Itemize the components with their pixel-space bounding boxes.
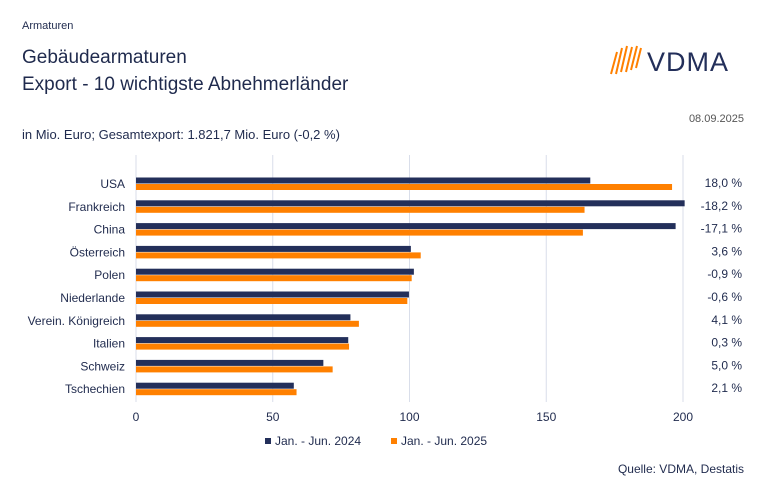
bar-2025 [136,366,333,373]
category-label: China [94,223,126,237]
x-tick-label: 100 [399,410,419,424]
category-label: Verein. Königreich [28,314,125,328]
category-label: USA [100,177,125,191]
chart-subtitle-title: Export - 10 wichtigste Abnehmerländer [22,74,349,95]
bar-2024 [136,177,591,184]
change-label: -0,6 % [707,290,742,304]
bar-2025 [136,206,585,213]
legend-label: Jan. - Jun. 2025 [401,434,487,448]
bar-2025 [136,298,408,304]
bar-2025 [136,252,421,259]
bar-2025 [136,343,350,350]
bar-2025 [136,275,412,282]
bar-2024 [136,337,349,344]
change-label: -17,1 % [701,222,743,236]
category-label: Schweiz [80,359,125,373]
bar-2025 [136,320,359,327]
source-label: Quelle: VDMA, Destatis [617,462,744,476]
legend-marker [265,438,271,444]
bar-2024 [136,223,676,230]
bar-2024 [136,359,324,366]
legend-marker [391,438,397,444]
legend-label: Jan. - Jun. 2024 [275,434,361,448]
change-label: 4,1 % [711,313,742,327]
chart-title: Gebäudearmaturen [22,47,187,68]
x-tick-label: 0 [133,410,140,424]
x-tick-label: 50 [266,410,280,424]
change-label: 5,0 % [711,358,742,372]
category-label: Tschechien [65,382,125,396]
svg-text:VDMA: VDMA [647,47,729,77]
bar-2024 [136,314,351,321]
bar-2024 [136,382,294,389]
change-label: 0,3 % [711,336,742,350]
category-label: Armaturen [22,20,74,32]
change-label: 18,0 % [705,176,743,190]
change-label: 2,1 % [711,381,742,395]
category-label: Italien [93,337,125,351]
bar-2025 [136,184,673,190]
category-label: Frankreich [68,200,125,214]
bar-2025 [136,389,297,396]
category-label: Österreich [70,245,125,259]
bar-2025 [136,229,583,236]
x-tick-label: 150 [536,410,556,424]
change-label: -18,2 % [701,199,743,213]
x-tick-label: 200 [673,410,693,424]
category-label: Niederlande [60,291,125,305]
bar-2024 [136,291,409,298]
vdma-logo: VDMA [610,45,729,77]
change-label: -0,9 % [707,267,742,281]
bar-2024 [136,245,411,252]
bar-2024 [136,200,685,207]
category-label: Polen [94,268,125,282]
change-label: 3,6 % [711,244,742,258]
bar-2024 [136,268,414,275]
date-label: 08.09.2025 [688,113,744,125]
unit-subtitle: in Mio. Euro; Gesamtexport: 1.821,7 Mio.… [22,127,340,142]
